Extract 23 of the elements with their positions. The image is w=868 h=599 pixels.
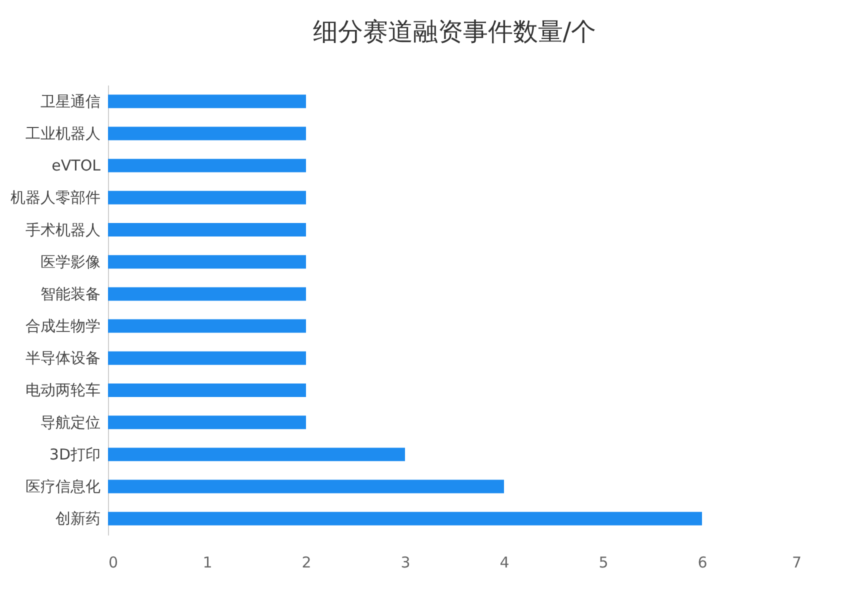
y-tick-label: 智能装备 [40, 284, 100, 303]
y-tick-label: 工业机器人 [26, 124, 100, 142]
y-tick-label: 创新药 [56, 510, 100, 528]
y-tick-label: 卫星通信 [40, 92, 100, 110]
chart-title: 细分赛道融资事件数量/个 [312, 17, 596, 46]
y-tick-label: eVTOL [52, 156, 102, 175]
y-tick-label: 电动两轮车 [26, 381, 100, 400]
x-tick-label: 7 [792, 554, 802, 572]
y-tick-label: 机器人零部件 [10, 188, 100, 207]
y-tick-label: 医疗信息化 [26, 478, 100, 496]
y-tick-label: 医学影像 [40, 252, 100, 271]
x-tick-label: 5 [598, 554, 608, 572]
x-tick-label: 6 [698, 554, 708, 572]
y-tick-label: 手术机器人 [26, 220, 100, 239]
x-tick-label: 0 [108, 554, 118, 572]
y-tick-label: 半导体设备 [26, 349, 100, 368]
x-tick-label: 1 [202, 554, 212, 572]
y-tick-label: 合成生物学 [26, 317, 100, 336]
y-tick-label: 3D打印 [49, 445, 100, 464]
x-tick-label: 2 [302, 554, 312, 572]
x-tick-label: 3 [400, 554, 410, 572]
x-tick-label: 4 [500, 554, 510, 572]
y-tick-label: 导航定位 [40, 413, 100, 432]
